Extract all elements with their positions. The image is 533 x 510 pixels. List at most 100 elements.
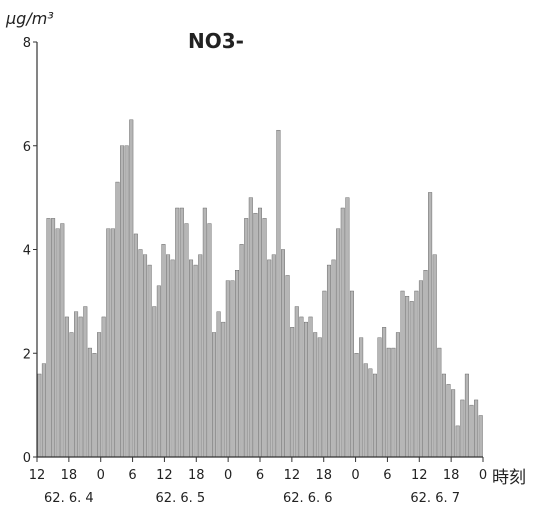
bar (207, 223, 212, 458)
bar (74, 311, 79, 458)
bar (138, 249, 143, 458)
bar (235, 270, 240, 458)
date-label: 62. 6. 6 (283, 491, 333, 506)
y-tick-label: 0 (23, 451, 31, 466)
bar (110, 228, 115, 458)
bar (326, 264, 331, 458)
bar (64, 316, 69, 458)
bar (198, 254, 203, 458)
y-ticks: 0 2 4 6 8 (23, 36, 37, 466)
bar (161, 244, 166, 458)
bar (428, 192, 433, 458)
bar (92, 353, 97, 458)
bar (253, 212, 258, 458)
bar (152, 306, 157, 458)
y-tick-label: 2 (23, 347, 31, 362)
bar (349, 290, 354, 458)
x-tick-label: 0 (97, 468, 105, 483)
bar (414, 290, 419, 458)
bar (69, 332, 74, 458)
bar (336, 228, 341, 458)
bar (299, 316, 304, 458)
date-labels: 62. 6. 4 62. 6. 5 62. 6. 6 62. 6. 7 (44, 491, 460, 506)
date-label: 62. 6. 5 (156, 491, 206, 506)
bar (244, 218, 249, 458)
x-tick-label: 6 (128, 468, 136, 483)
bar (46, 218, 51, 458)
bar (418, 280, 423, 458)
bar (423, 270, 428, 458)
x-tick-label: 12 (284, 468, 301, 483)
bar (451, 389, 456, 458)
x-tick-label: 18 (188, 468, 205, 483)
x-tick-label: 12 (156, 468, 173, 483)
bar (340, 207, 345, 458)
bar (478, 415, 483, 458)
bar (87, 347, 92, 458)
bar (290, 327, 295, 458)
bar (432, 254, 437, 458)
bar (83, 306, 88, 458)
bar (391, 347, 396, 458)
bar (441, 373, 446, 458)
bar (179, 207, 184, 458)
bar (386, 347, 391, 458)
bar (437, 347, 442, 458)
x-tick-label: 18 (315, 468, 332, 483)
bar (248, 197, 253, 458)
bar (184, 223, 189, 458)
bar (345, 197, 350, 458)
bar (303, 321, 308, 458)
y-axis-label: μg/m³ (5, 9, 54, 28)
x-tick-label: 12 (411, 468, 428, 483)
bar (106, 228, 111, 458)
bar-series (37, 119, 483, 458)
bar (322, 290, 327, 458)
y-tick-label: 6 (23, 140, 31, 155)
bar (230, 280, 235, 458)
bar (51, 218, 56, 458)
bar (474, 399, 479, 458)
bar (225, 280, 230, 458)
x-tick-label: 6 (256, 468, 264, 483)
bar (276, 129, 281, 458)
bar (175, 207, 180, 458)
bar (331, 259, 336, 458)
bar (460, 399, 465, 458)
date-label: 62. 6. 7 (410, 491, 460, 506)
bar (313, 332, 318, 458)
bar (368, 368, 373, 458)
bar (359, 337, 364, 458)
bar (212, 332, 217, 458)
bar (262, 218, 267, 458)
bar (363, 363, 368, 458)
x-tick-label: 0 (479, 468, 487, 483)
date-label: 62. 6. 4 (44, 491, 94, 506)
bar (267, 259, 272, 458)
bar (133, 233, 138, 458)
bar (37, 373, 42, 458)
bar (60, 223, 65, 458)
bar (143, 254, 148, 458)
x-tick-label: 12 (29, 468, 46, 483)
bar (101, 316, 106, 458)
bar (115, 181, 120, 458)
bar (455, 425, 460, 458)
bar (166, 254, 171, 458)
bar (317, 337, 322, 458)
bar (395, 332, 400, 458)
bar (193, 264, 198, 458)
bar (285, 275, 290, 458)
bar (354, 353, 359, 458)
bar (55, 228, 60, 458)
y-tick-label: 8 (23, 36, 31, 51)
bar (120, 145, 125, 458)
bar (239, 244, 244, 458)
bar (216, 311, 221, 458)
bar (409, 301, 414, 458)
bar (258, 207, 262, 458)
bar (147, 264, 152, 458)
x-tick-label: 18 (61, 468, 78, 483)
bar (129, 119, 134, 458)
